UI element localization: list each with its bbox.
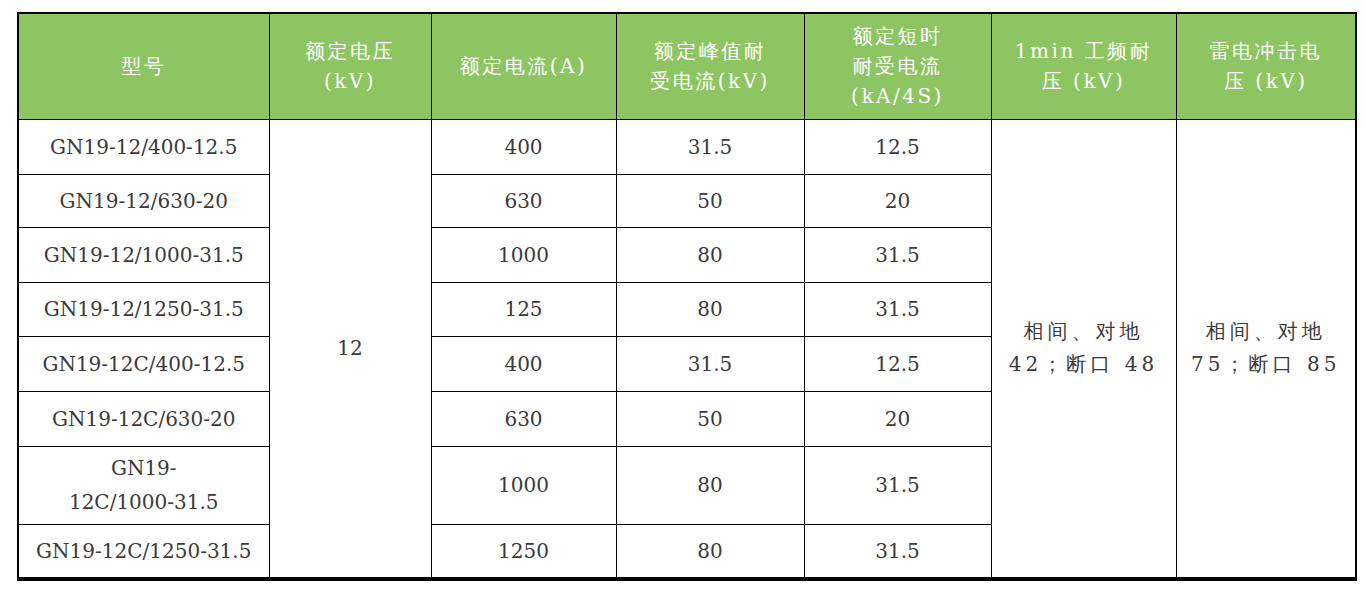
short-time-cell: 31.5 bbox=[804, 227, 991, 282]
peak-cell: 50 bbox=[616, 391, 804, 446]
spec-table: 型号 额定电压 (kV) 额定电流(A) 额定峰值耐 受电流(kV) 额定短时 … bbox=[17, 12, 1357, 581]
peak-cell: 50 bbox=[616, 174, 804, 227]
header-short-time-withstand-current: 额定短时 耐受电流 (kA/4S) bbox=[804, 13, 991, 119]
short-time-cell: 12.5 bbox=[804, 336, 991, 391]
current-cell: 630 bbox=[431, 391, 616, 446]
short-time-cell: 20 bbox=[804, 391, 991, 446]
model-cell: GN19- 12C/1000-31.5 bbox=[18, 446, 269, 524]
current-cell: 1250 bbox=[431, 524, 616, 579]
peak-cell: 80 bbox=[616, 227, 804, 282]
short-time-cell: 31.5 bbox=[804, 282, 991, 336]
peak-cell: 80 bbox=[616, 282, 804, 336]
header-lightning-impulse: 雷电冲击电 压 (kV) bbox=[1176, 13, 1356, 119]
peak-cell: 80 bbox=[616, 524, 804, 579]
current-cell: 1000 bbox=[431, 446, 616, 524]
rated-voltage-merged-cell: 12 bbox=[269, 119, 431, 579]
short-time-cell: 20 bbox=[804, 174, 991, 227]
lightning-impulse-merged-cell: 相间、对地 75；断口 85 bbox=[1176, 119, 1356, 579]
model-cell: GN19-12C/630-20 bbox=[18, 391, 269, 446]
short-time-cell: 12.5 bbox=[804, 119, 991, 174]
page: 型号 额定电压 (kV) 额定电流(A) 额定峰值耐 受电流(kV) 额定短时 … bbox=[0, 0, 1366, 590]
peak-cell: 31.5 bbox=[616, 119, 804, 174]
current-cell: 400 bbox=[431, 119, 616, 174]
current-cell: 630 bbox=[431, 174, 616, 227]
header-model: 型号 bbox=[18, 13, 269, 119]
model-cell: GN19-12/1250-31.5 bbox=[18, 282, 269, 336]
peak-cell: 31.5 bbox=[616, 336, 804, 391]
model-cell: GN19-12/1000-31.5 bbox=[18, 227, 269, 282]
model-cell: GN19-12/630-20 bbox=[18, 174, 269, 227]
table-body: GN19-12/400-12.5 12 400 31.5 12.5 相间、对地 … bbox=[18, 119, 1356, 579]
short-time-cell: 31.5 bbox=[804, 446, 991, 524]
current-cell: 400 bbox=[431, 336, 616, 391]
current-cell: 1000 bbox=[431, 227, 616, 282]
header-peak-withstand-current: 额定峰值耐 受电流(kV) bbox=[616, 13, 804, 119]
short-time-cell: 31.5 bbox=[804, 524, 991, 579]
model-cell: GN19-12C/400-12.5 bbox=[18, 336, 269, 391]
table-header: 型号 额定电压 (kV) 额定电流(A) 额定峰值耐 受电流(kV) 额定短时 … bbox=[18, 13, 1356, 119]
header-row: 型号 额定电压 (kV) 额定电流(A) 额定峰值耐 受电流(kV) 额定短时 … bbox=[18, 13, 1356, 119]
header-rated-current: 额定电流(A) bbox=[431, 13, 616, 119]
header-rated-voltage: 额定电压 (kV) bbox=[269, 13, 431, 119]
header-power-frequency-withstand: 1min 工频耐 压 (kV) bbox=[991, 13, 1176, 119]
model-cell: GN19-12/400-12.5 bbox=[18, 119, 269, 174]
table-row: GN19-12/400-12.5 12 400 31.5 12.5 相间、对地 … bbox=[18, 119, 1356, 174]
peak-cell: 80 bbox=[616, 446, 804, 524]
model-cell: GN19-12C/1250-31.5 bbox=[18, 524, 269, 579]
current-cell: 125 bbox=[431, 282, 616, 336]
power-frequency-merged-cell: 相间、对地 42；断口 48 bbox=[991, 119, 1176, 579]
